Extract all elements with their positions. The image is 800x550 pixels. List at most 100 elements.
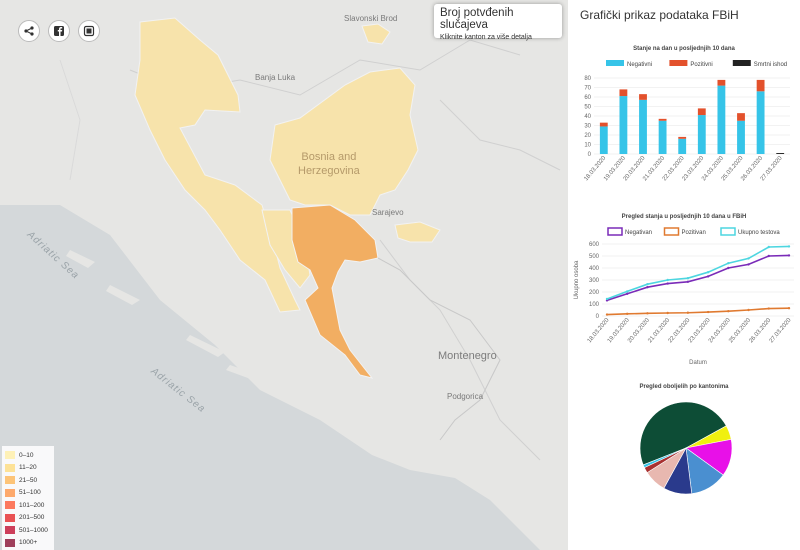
data-point[interactable] [727, 310, 730, 313]
data-point[interactable] [747, 308, 750, 312]
legend-swatch [5, 538, 15, 547]
legend-label: 501–1000 [19, 526, 48, 534]
bar[interactable] [639, 99, 647, 154]
data-point[interactable] [686, 311, 690, 314]
bar[interactable] [619, 89, 628, 97]
info-subtitle: Kliknite kanton za više detalja [440, 34, 532, 41]
data-point[interactable] [626, 292, 629, 295]
data-point[interactable] [747, 263, 750, 266]
legend-swatch [607, 227, 623, 236]
y-tick-label: 40 [584, 114, 591, 120]
series-line [606, 245, 790, 300]
charts-panel: Grafički prikaz podataka FBiH Stanje na … [568, 0, 800, 550]
data-point[interactable] [626, 290, 629, 293]
legend-item: 21–50 [5, 474, 51, 487]
data-point[interactable] [605, 313, 609, 316]
y-tick-label: 50 [584, 105, 591, 111]
data-point[interactable] [666, 311, 669, 315]
bar-chart: Negativni Pozitivni Smrtni ishod 0 10 20 30 40 5… [583, 60, 790, 182]
pie-slice[interactable] [642, 447, 687, 468]
y-tick-label: 500 [589, 254, 600, 260]
pie-slice[interactable] [639, 401, 727, 466]
bar[interactable] [599, 122, 608, 127]
legend-label: 1000+ [19, 539, 38, 547]
data-point[interactable] [767, 307, 770, 310]
data-point[interactable] [646, 312, 649, 315]
legend-label: Ukupno testova [738, 230, 780, 236]
data-point[interactable] [767, 254, 770, 258]
data-point[interactable] [787, 307, 791, 310]
legend-label: 51–100 [19, 489, 41, 497]
bar[interactable] [697, 115, 706, 154]
info-box: Broj potvđenih slučajeva Kliknite kanton… [434, 4, 562, 41]
data-point[interactable] [787, 254, 791, 257]
legend-item: 0–10 [5, 449, 51, 462]
data-point[interactable] [787, 245, 791, 248]
bar[interactable] [658, 118, 667, 121]
y-tick-label: 200 [589, 290, 600, 296]
legend-label: Negativni [627, 62, 652, 68]
bar[interactable] [776, 153, 785, 154]
data-point[interactable] [706, 271, 710, 274]
pie-chart [639, 401, 733, 495]
bar[interactable] [717, 79, 726, 86]
data-point[interactable] [666, 282, 669, 285]
bar[interactable] [737, 113, 745, 121]
legend-label: Pozitivni [690, 62, 712, 68]
data-point[interactable] [706, 275, 710, 278]
bar[interactable] [717, 85, 726, 154]
data-point[interactable] [706, 310, 710, 314]
legend-swatch [669, 60, 688, 66]
panel-title: Grafički prikaz podataka FBiH [580, 8, 739, 22]
y-axis-title: Ukupno osoba [574, 260, 580, 299]
share-button[interactable] [18, 20, 40, 42]
bar[interactable] [756, 79, 765, 92]
bar[interactable] [737, 120, 745, 154]
legend-label: 201–500 [19, 514, 45, 522]
legend-item: 1000+ [5, 537, 51, 550]
data-point[interactable] [727, 266, 730, 270]
legend-swatch [5, 513, 15, 522]
legend-label: 11–20 [19, 464, 37, 472]
facebook-icon [54, 26, 64, 36]
y-tick-label: 600 [589, 242, 600, 248]
legend-label: Pozitivan [682, 230, 706, 236]
print-button[interactable] [78, 20, 100, 42]
bar[interactable] [658, 120, 667, 154]
bar[interactable] [697, 108, 706, 116]
bar-chart-title: Stanje na dan u posljednjih 10 dana [633, 46, 735, 52]
y-tick-label: 30 [584, 124, 591, 130]
bar[interactable] [756, 91, 765, 154]
series-line [606, 307, 790, 316]
legend-swatch [732, 60, 751, 66]
data-point[interactable] [727, 262, 730, 265]
map-legend: 0–10 11–20 21–50 51–100 101–200 201–500 501–10… [2, 446, 54, 550]
legend-swatch [5, 526, 15, 535]
bar[interactable] [599, 126, 608, 154]
bar[interactable] [678, 138, 687, 154]
data-point[interactable] [666, 278, 669, 282]
data-point[interactable] [646, 283, 649, 286]
data-point[interactable] [626, 312, 629, 316]
share-icon [24, 26, 34, 36]
legend-item: 11–20 [5, 462, 51, 475]
data-point[interactable] [605, 297, 609, 301]
y-tick-label: 0 [596, 314, 600, 320]
data-point[interactable] [747, 257, 750, 260]
facebook-button[interactable] [48, 20, 70, 42]
legend-label: Negativan [625, 230, 652, 236]
y-tick-label: 10 [584, 143, 591, 149]
bar[interactable] [678, 136, 687, 139]
data-point[interactable] [686, 277, 690, 280]
data-point[interactable] [646, 286, 649, 289]
legend-swatch [606, 60, 624, 66]
legend-item: 501–1000 [5, 524, 51, 537]
bar[interactable] [639, 94, 647, 100]
data-point[interactable] [767, 245, 770, 249]
legend-label: Smrtni ishod [754, 62, 787, 68]
legend-item: 201–500 [5, 512, 51, 525]
data-point[interactable] [686, 280, 690, 283]
legend-swatch [5, 488, 15, 497]
bar[interactable] [619, 96, 628, 154]
map-view[interactable]: Adriatic Sea Adriatic Sea Bosnia and Her… [0, 0, 568, 550]
